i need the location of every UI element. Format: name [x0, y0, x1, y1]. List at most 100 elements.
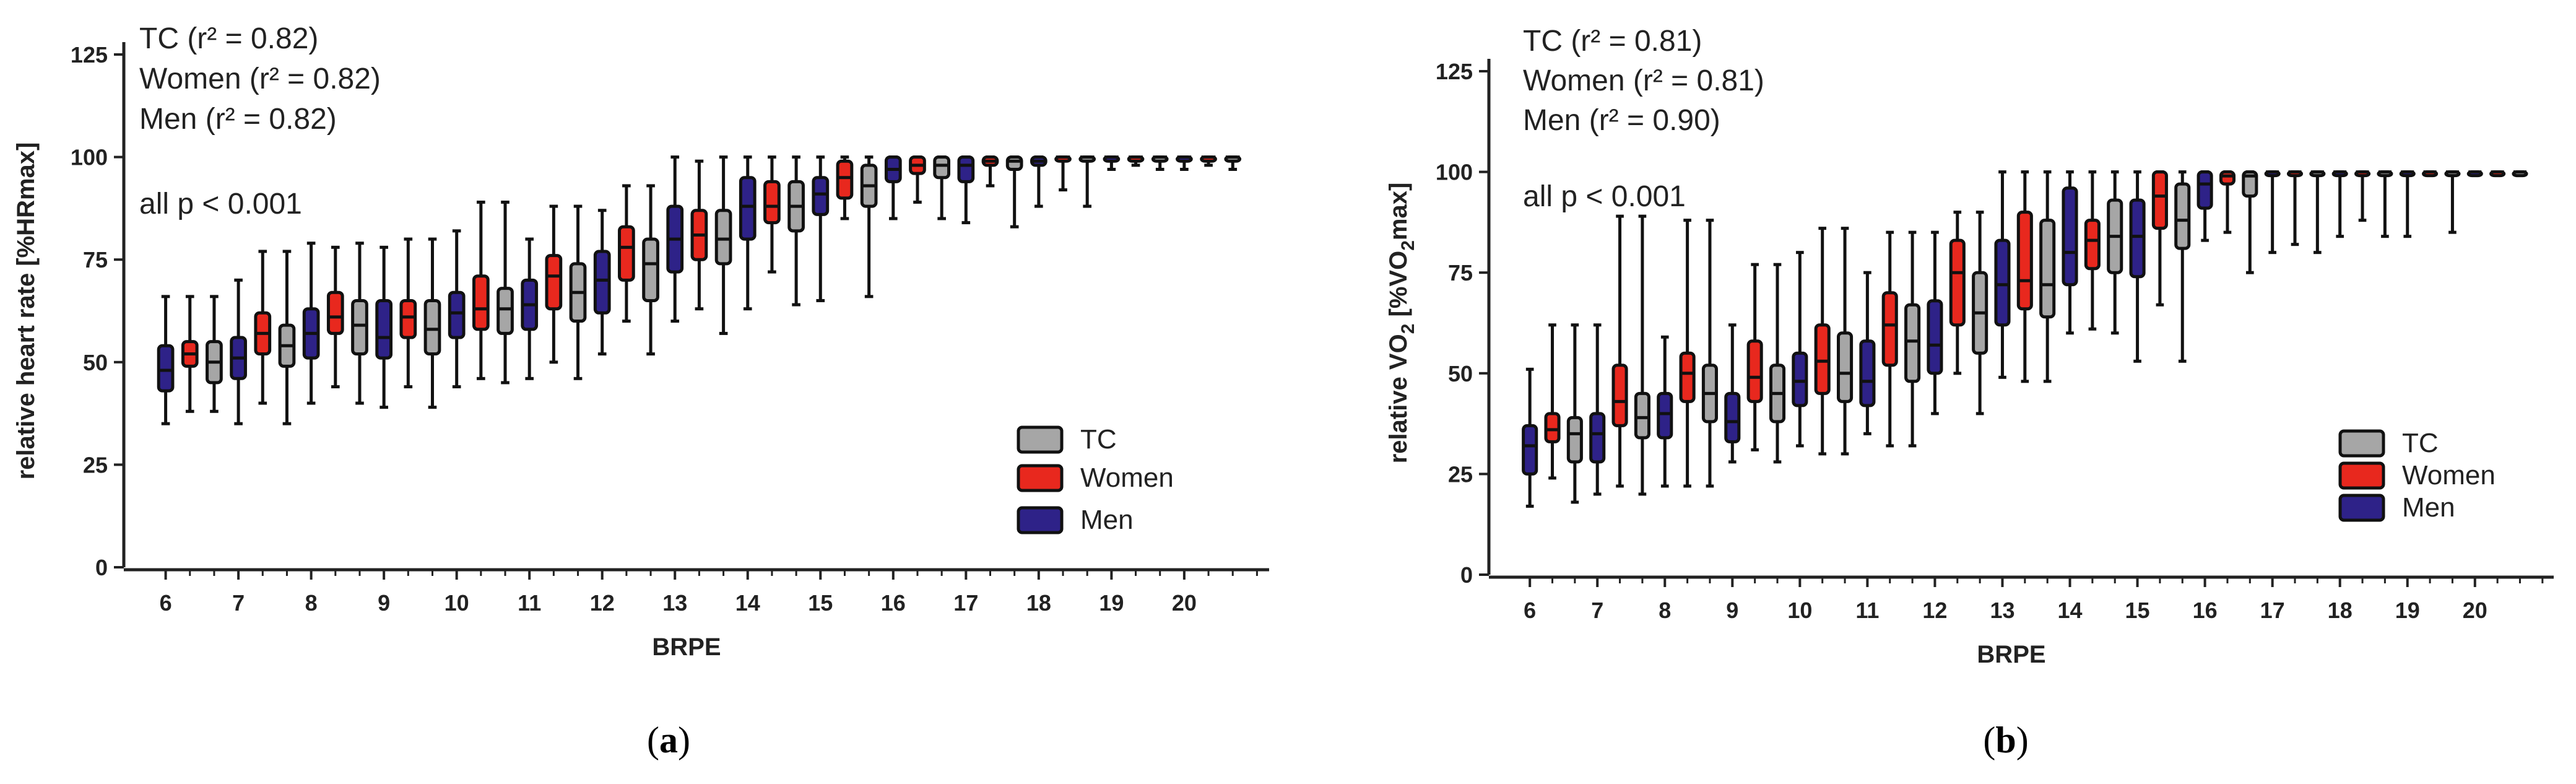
box-men-16	[884, 155, 902, 220]
box-tc-9	[1769, 263, 1786, 464]
box-women-19	[1127, 155, 1145, 167]
y-tick-label: 125	[1436, 59, 1473, 84]
box-men-20	[1176, 155, 1193, 171]
x-tick-label: 10	[1787, 598, 1812, 623]
box-women-12	[1949, 211, 1966, 375]
box-body	[1589, 412, 1606, 464]
annotation-text: Women (r² = 0.81)	[1523, 64, 1764, 97]
x-tick-label: 14	[735, 590, 760, 616]
y-tick-label: 75	[83, 247, 108, 272]
box-body	[2242, 170, 2258, 198]
box-men-11	[1859, 271, 1876, 435]
panel-label-letter: a	[659, 720, 678, 760]
box-body	[2174, 182, 2191, 250]
box-body	[1927, 299, 1943, 375]
legend-label: Women	[1080, 463, 1174, 493]
box-tc-15	[2174, 170, 2191, 363]
y-tick-label: 0	[95, 555, 108, 580]
box-men-6	[1522, 367, 1538, 508]
box-body	[714, 209, 732, 266]
box-women-9	[399, 237, 417, 389]
box-women-13	[690, 159, 708, 311]
box-men-18	[1030, 155, 1047, 208]
box-women-9	[1746, 263, 1763, 451]
box-body	[1904, 303, 1921, 383]
box-body	[448, 290, 466, 339]
x-tick-label: 8	[305, 590, 318, 616]
box-body	[1949, 238, 1966, 327]
box-men-7	[230, 278, 247, 425]
x-tick-label: 11	[518, 590, 541, 616]
box-women-10	[472, 200, 490, 380]
box-women-17	[2286, 170, 2304, 246]
box-body	[2129, 198, 2146, 279]
x-tick-label: 9	[378, 590, 390, 616]
box-tc-20	[1224, 155, 1242, 171]
annotation-text: all p < 0.001	[1523, 180, 1686, 213]
box-body	[2219, 170, 2236, 186]
box-tc-6	[1566, 323, 1583, 504]
box-women-11	[545, 204, 563, 364]
legend-label: TC	[2402, 428, 2439, 458]
box-men-17	[957, 155, 975, 225]
x-axis-title: BRPE	[652, 634, 721, 661]
box-body	[472, 274, 490, 331]
x-tick-label: 10	[445, 590, 469, 616]
box-tc-14	[787, 155, 805, 307]
box-body	[2084, 219, 2101, 271]
box-men-8	[302, 242, 320, 405]
box-body	[1657, 391, 1673, 440]
box-tc-10	[1837, 227, 1854, 456]
box-men-18	[2331, 170, 2348, 238]
box-men-12	[1927, 230, 1943, 416]
x-tick-label: 20	[2463, 598, 2487, 623]
box-women-14	[763, 155, 781, 274]
x-tick-label: 13	[662, 590, 687, 616]
box-body	[836, 159, 854, 200]
box-body	[497, 287, 514, 335]
legend-swatch-men	[2338, 494, 2385, 522]
box-tc-8	[1701, 219, 1718, 488]
x-axis-title: BRPE	[1977, 641, 2045, 668]
y-axis-title-part: relative VO	[1385, 334, 1412, 463]
x-tick-label: 11	[1855, 598, 1879, 623]
box-women-12	[618, 184, 635, 323]
box-body	[763, 180, 781, 225]
x-tick-label: 12	[1922, 598, 1947, 623]
x-tick-label: 19	[2395, 598, 2420, 623]
panel-b: 0 25 50 75 100 125 6 7 8 9 10 11 12 13 14 15 16 17 18 19 20 B…	[1385, 25, 2554, 760]
box-body	[326, 290, 344, 335]
x-tick-label: 18	[2328, 598, 2353, 623]
annotation-text: all p < 0.001	[139, 188, 302, 220]
box-tc-18	[1078, 155, 1096, 208]
box-body	[1792, 351, 1808, 407]
x-tick-label: 17	[2260, 598, 2285, 623]
box-tc-13	[714, 155, 732, 335]
box-men-15	[812, 155, 830, 302]
legend-label: Men	[2402, 492, 2455, 523]
box-tc-9	[423, 237, 441, 409]
y-tick-label: 0	[1460, 562, 1473, 588]
box-body	[739, 176, 757, 241]
y-tick-label: 50	[1448, 361, 1473, 386]
panel-label-close: )	[678, 720, 690, 760]
box-men-13	[1994, 170, 2011, 379]
box-men-11	[521, 237, 539, 380]
panel-label-close: )	[2016, 720, 2029, 760]
x-tick-label: 6	[1524, 598, 1536, 623]
box-body	[1746, 339, 1763, 403]
x-tick-label: 15	[808, 590, 833, 616]
x-tick-label: 16	[881, 590, 906, 616]
box-tc-11	[569, 204, 587, 380]
box-tc-7	[1634, 214, 1650, 496]
box-men-9	[1724, 323, 1741, 464]
box-body	[2039, 219, 2056, 319]
box-body	[1566, 416, 1583, 464]
box-women-15	[2151, 170, 2168, 307]
annotation-text: TC (r² = 0.82)	[139, 22, 318, 55]
box-men-17	[2264, 170, 2281, 255]
box-women-11	[1881, 230, 1898, 448]
box-body	[1814, 323, 1831, 395]
box-body	[2062, 186, 2078, 287]
